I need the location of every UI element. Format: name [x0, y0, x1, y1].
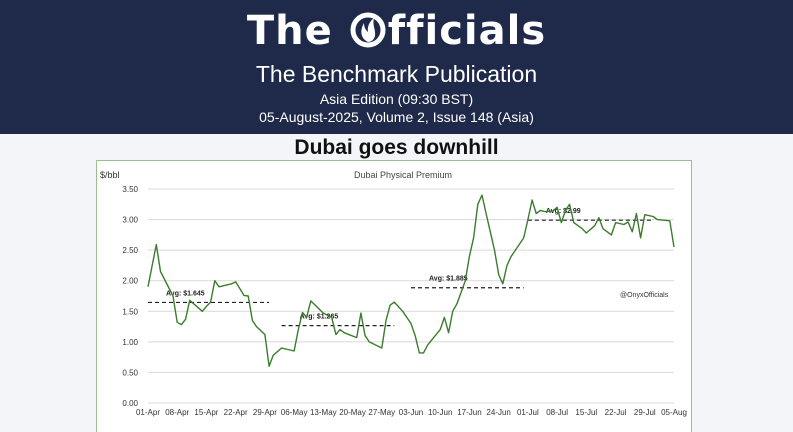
x-tick-label: 15-Jul [575, 408, 597, 417]
x-ticks: 01-Apr 08-Apr 15-Apr 22-Apr 29-Apr 06-May 13-M… [136, 408, 687, 417]
watermark: @OnyxOfficials [620, 292, 669, 299]
x-tick-label: 29-Apr [253, 408, 277, 417]
chart-title: Dubai Physical Premium [354, 170, 452, 180]
grid [148, 188, 674, 404]
y-tick-label: 0.00 [122, 399, 138, 408]
brand-logo: The fficials [0, 6, 793, 62]
x-tick-label: 24-Jun [486, 408, 510, 417]
y-tick-label: 0.50 [122, 368, 138, 377]
y-ticks: 0.00 0.50 1.00 1.50 2.00 2.50 3.00 3.50 [122, 185, 138, 408]
x-tick-label: 01-Jul [517, 408, 539, 417]
issue-line: 05-August-2025, Volume 2, Issue 148 (Asi… [259, 109, 534, 125]
x-tick-label: 17-Jun [457, 408, 481, 417]
x-tick-label: 01-Apr [136, 408, 160, 417]
x-tick-label: 29-Jul [634, 408, 656, 417]
average-label: Avg: $1.645 [166, 290, 205, 297]
y-tick-label: 2.00 [122, 277, 138, 286]
headline: Dubai goes downhill [294, 136, 499, 159]
average-label: Avg: $1.265 [300, 314, 339, 321]
average-label: Avg: $2.99 [546, 208, 581, 215]
x-tick-label: 06-May [281, 408, 308, 417]
x-tick-label: 22-Jul [605, 408, 627, 417]
y-tick-label: 3.00 [122, 216, 138, 225]
y-tick-label: 1.00 [122, 338, 138, 347]
header-banner: The fficials The Benchmark Publication A… [0, 0, 793, 134]
average-label: Avg: $1.885 [429, 276, 468, 283]
x-tick-label: 15-Apr [194, 408, 218, 417]
brand-suffix: fficials [387, 8, 547, 54]
x-tick-label: 27-May [368, 408, 395, 417]
edition-line: Asia Edition (09:30 BST) [319, 91, 474, 107]
y-tick-label: 1.50 [122, 307, 138, 316]
chart-frame [96, 160, 692, 432]
brand-prefix: The [246, 8, 348, 54]
y-axis-label: $/bbl [100, 170, 120, 180]
x-tick-label: 08-Apr [165, 408, 189, 417]
y-tick-label: 2.50 [122, 246, 138, 255]
flame-o-icon [348, 10, 388, 62]
x-tick-label: 20-May [339, 408, 366, 417]
x-tick-label: 13-May [310, 408, 337, 417]
series-line [147, 194, 675, 367]
series-group [147, 194, 675, 367]
x-tick-label: 05-Aug [661, 408, 687, 417]
y-tick-label: 3.50 [122, 185, 138, 194]
x-tick-label: 08-Jul [546, 408, 568, 417]
x-tick-label: 22-Apr [224, 408, 248, 417]
x-tick-label: 03-Jun [399, 408, 423, 417]
publication-title: The Benchmark Publication [255, 61, 538, 87]
x-tick-label: 10-Jun [428, 408, 452, 417]
